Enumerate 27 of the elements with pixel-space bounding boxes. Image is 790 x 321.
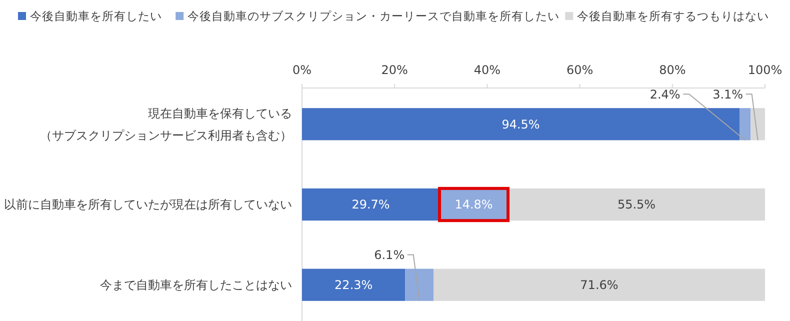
y-tick-label: 現在自動車を保有している（サブスクリプションサービス利用者も含む） [40,106,292,142]
bar [302,108,740,140]
x-tick-label: 80% [659,63,686,78]
bar [302,268,406,301]
data-label: 3.1% [712,87,744,102]
y-tick-label: 以前に自動車を所有していたが現在は所有していない [4,198,292,212]
bar [740,108,751,140]
data-label: 14.8% [454,198,493,212]
data-label: 22.3% [334,278,373,292]
legend-label: 今後自動車を所有したい [30,9,162,24]
data-label: 94.5% [502,117,540,132]
data-label: 6.1% [374,248,405,262]
data-label: 29.7% [352,198,390,212]
bar [433,268,765,301]
data-label: 71.6% [580,278,618,292]
data-label: 2.4% [650,87,680,102]
legend-label: 今後自動車を所有するつもりはない [577,9,770,24]
x-tick-label: 100% [748,63,782,78]
bar [750,108,765,140]
data-label: 55.5% [617,198,656,212]
bar [405,268,434,301]
x-tick-label: 60% [566,63,594,78]
y-tick-label: 今まで自動車を所有したことはない [100,278,292,292]
legend-label: 今後自動車のサブスクリプション・カーリースで自動車を所有したい [188,9,560,24]
x-tick-label: 0% [292,63,312,78]
x-tick-label: 40% [474,63,501,78]
x-tick-label: 20% [381,63,408,78]
